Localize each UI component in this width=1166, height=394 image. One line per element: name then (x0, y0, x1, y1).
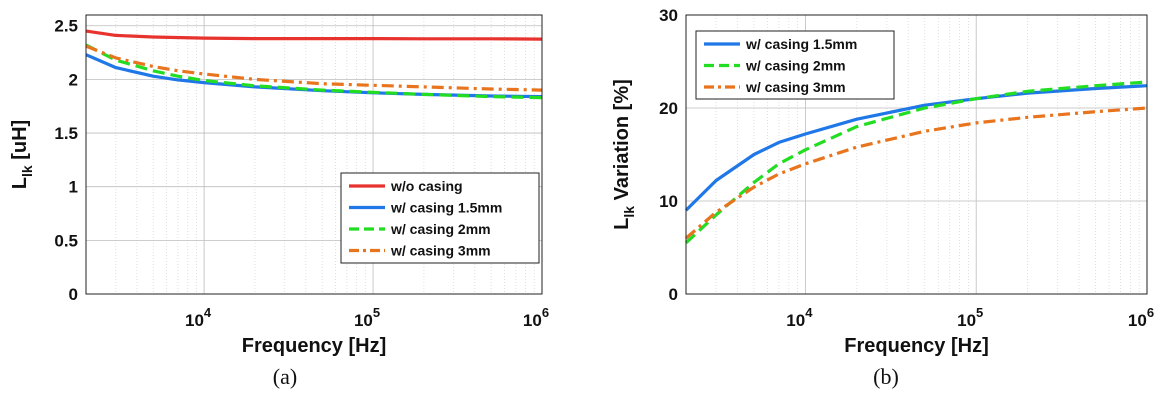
y-axis-label: Llk [uH] (9, 120, 35, 189)
legend: w/o casing w/ casing 1.5mm w/ casing 2mm w/… (340, 172, 540, 264)
y-tick-label: 0 (669, 285, 678, 304)
y-tick-label: 0.5 (54, 231, 78, 250)
y-tick-label: 30 (659, 6, 678, 25)
legend-label: w/ casing 2mm (745, 58, 846, 74)
axes-frame (85, 14, 543, 295)
y-tick-label: 1.5 (54, 124, 78, 143)
legend-label: w/ casing 3mm (390, 243, 491, 259)
x-tick-label: 104 (786, 305, 813, 330)
legend-label: w/ casing 1.5mm (390, 200, 502, 216)
legend: w/ casing 1.5mm w/ casing 2mm w/ casing 3m… (695, 30, 895, 100)
y-tick-label: 0 (69, 285, 78, 304)
x-tick-label: 105 (957, 305, 983, 330)
series-line-3 (684, 106, 1148, 240)
y-tick-label: 1 (69, 178, 78, 197)
legend-label: w/ casing 2mm (390, 221, 491, 237)
x-tick-label: 106 (523, 305, 549, 330)
x-tick-label: 105 (354, 305, 380, 330)
y-tick-label: 2 (69, 70, 78, 89)
x-tick-label: 106 (1128, 305, 1154, 330)
chart-b: 0 10 20 30 104 105 106 Frequency [Hz] Llk Variat… (611, 6, 1154, 389)
y-tick-label: 10 (659, 192, 678, 211)
x-axis-label: Frequency [Hz] (844, 335, 988, 357)
legend-label: w/ casing 1.5mm (745, 36, 857, 52)
panel-caption: (a) (273, 364, 297, 389)
x-axis-label: Frequency [Hz] (242, 335, 386, 357)
y-axis-label: Llk Variation [%] (611, 79, 637, 230)
axes-frame (685, 14, 1148, 295)
legend-box (340, 172, 540, 264)
y-tick-label: 2.5 (54, 17, 78, 36)
legend-label: w/o casing (390, 178, 463, 194)
series-line-1 (85, 29, 543, 41)
series-line-1 (684, 84, 1148, 212)
y-tick-label: 20 (659, 99, 678, 118)
panel-caption: (b) (873, 364, 899, 389)
series-line-4 (85, 44, 543, 92)
series-line-2 (684, 80, 1148, 244)
series-line-3 (85, 43, 543, 100)
legend-label: w/ casing 3mm (745, 79, 846, 95)
chart-a: 0 0.5 1 1.5 2 2.5 104 105 106 Frequency [Hz] Llk [… (9, 14, 549, 389)
x-tick-label: 104 (185, 305, 212, 330)
